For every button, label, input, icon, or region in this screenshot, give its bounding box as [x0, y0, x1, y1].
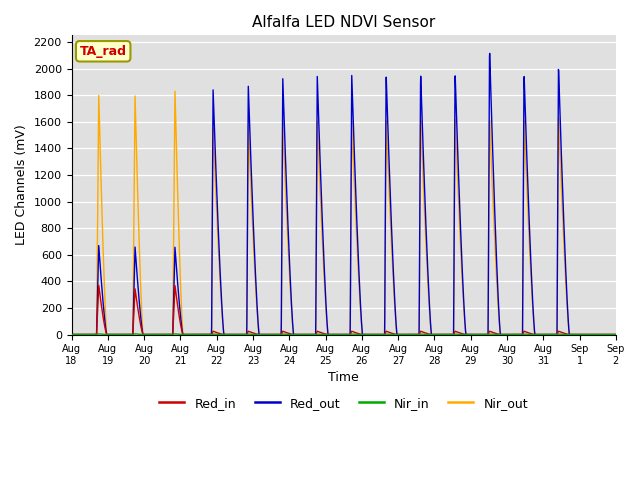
Text: TA_rad: TA_rad	[80, 45, 127, 58]
Y-axis label: LED Channels (mV): LED Channels (mV)	[15, 124, 28, 245]
X-axis label: Time: Time	[328, 372, 359, 384]
Title: Alfalfa LED NDVI Sensor: Alfalfa LED NDVI Sensor	[252, 15, 435, 30]
Legend: Red_in, Red_out, Nir_in, Nir_out: Red_in, Red_out, Nir_in, Nir_out	[154, 392, 533, 415]
